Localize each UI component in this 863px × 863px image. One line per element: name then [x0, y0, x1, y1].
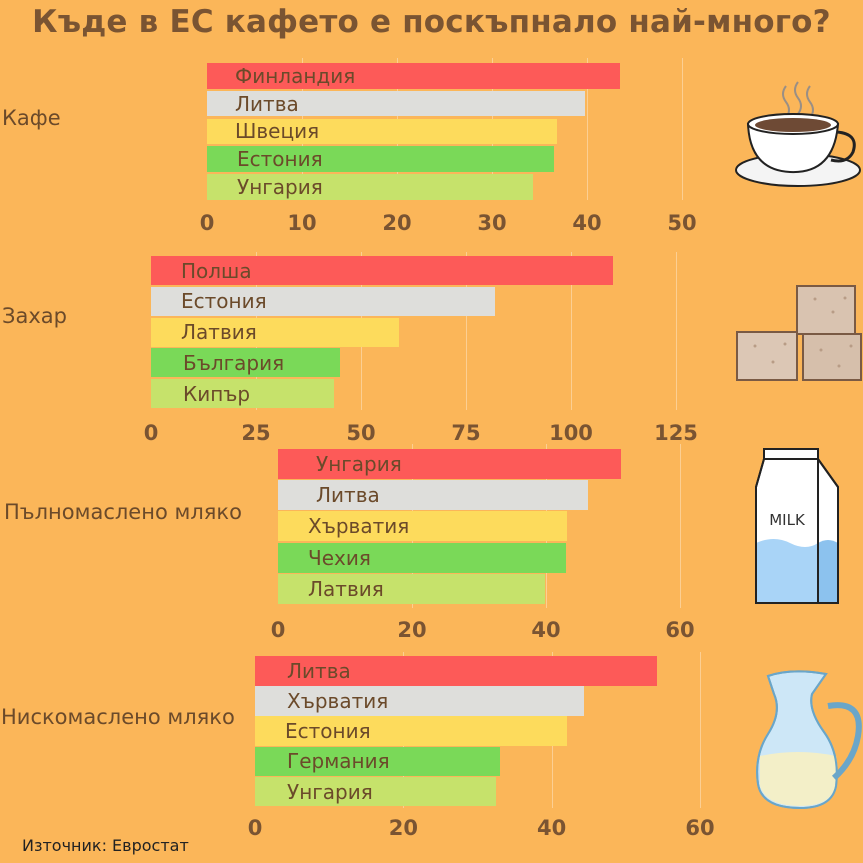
bar-label: Литва — [316, 483, 380, 508]
tick-label: 20 — [397, 618, 427, 642]
gridline — [680, 444, 681, 608]
bar-label: Чехия — [308, 545, 371, 570]
gridline — [571, 252, 572, 410]
bar — [151, 317, 399, 347]
gridline — [682, 58, 683, 200]
bar-label: Швеция — [235, 119, 320, 144]
bar-label: Естония — [237, 147, 323, 172]
bar — [278, 480, 589, 511]
source-note: Източник: Евростат — [22, 836, 189, 855]
tick-label: 20 — [388, 816, 418, 840]
tick-label: 10 — [287, 211, 317, 235]
tick-label: 25 — [241, 421, 271, 445]
tick-label: 0 — [199, 211, 215, 235]
bar-label: Латвия — [181, 320, 257, 345]
bar-label: Унгария — [237, 174, 323, 199]
tick-label: 40 — [531, 618, 561, 642]
bar — [151, 379, 334, 409]
bar-label: Хърватия — [308, 514, 410, 539]
bar-label: Литва — [235, 91, 299, 116]
panel-label: Захар — [2, 304, 67, 328]
bar — [151, 286, 496, 316]
bar — [278, 511, 567, 542]
gridline — [676, 252, 677, 410]
bar — [207, 118, 557, 145]
bar — [255, 656, 657, 686]
bar — [255, 776, 497, 807]
tick-label: 75 — [451, 421, 481, 445]
bar-label: Кипър — [183, 381, 251, 406]
tick-label: 0 — [247, 816, 263, 840]
tick-label: 20 — [382, 211, 412, 235]
tick-label: 100 — [549, 421, 593, 445]
bar — [278, 449, 622, 479]
bar — [255, 716, 567, 746]
bar-label: Германия — [287, 749, 390, 774]
panel-label: Пълномаслено мляко — [4, 500, 242, 524]
bar — [207, 146, 554, 172]
bar — [278, 542, 567, 573]
gridline — [700, 652, 701, 808]
bar-label: Хърватия — [287, 688, 389, 713]
coffee-cup-icon — [735, 81, 861, 187]
svg-text:MILK: MILK — [769, 511, 806, 529]
bar-label: Естония — [285, 719, 371, 744]
bar-label: Унгария — [316, 452, 402, 476]
tick-label: 60 — [685, 816, 715, 840]
gridline — [587, 58, 588, 200]
bar — [278, 573, 545, 604]
tick-label: 60 — [665, 618, 695, 642]
gridline — [466, 252, 467, 410]
panel-label: Нискомаслено мляко — [1, 705, 235, 729]
bar-label: България — [183, 350, 285, 375]
panel-label: Кафе — [2, 106, 61, 130]
bar — [151, 256, 613, 285]
bar-label: Полша — [181, 258, 252, 283]
tick-label: 40 — [537, 816, 567, 840]
tick-label: 125 — [654, 421, 698, 445]
milk-jug-icon — [756, 670, 862, 810]
tick-label: 30 — [477, 211, 507, 235]
tick-label: 50 — [346, 421, 376, 445]
bar — [207, 90, 586, 117]
bar-label: Унгария — [287, 779, 373, 804]
bar-label: Литва — [287, 658, 351, 683]
bar — [207, 174, 533, 200]
tick-label: 0 — [270, 618, 286, 642]
milk-carton-icon: MILK — [755, 448, 839, 604]
bar — [255, 746, 500, 777]
bar — [151, 348, 340, 378]
bar-label: Латвия — [308, 576, 384, 601]
bar — [255, 686, 584, 716]
bar-label: Финландия — [235, 63, 356, 88]
tick-label: 0 — [143, 421, 159, 445]
chart-title: Къде в ЕС кафето е поскъпнало най-много? — [32, 4, 831, 40]
sugar-cubes-icon — [736, 285, 862, 381]
tick-label: 40 — [572, 211, 602, 235]
bar — [207, 63, 621, 89]
tick-label: 50 — [667, 211, 697, 235]
bar-label: Естония — [181, 289, 267, 314]
